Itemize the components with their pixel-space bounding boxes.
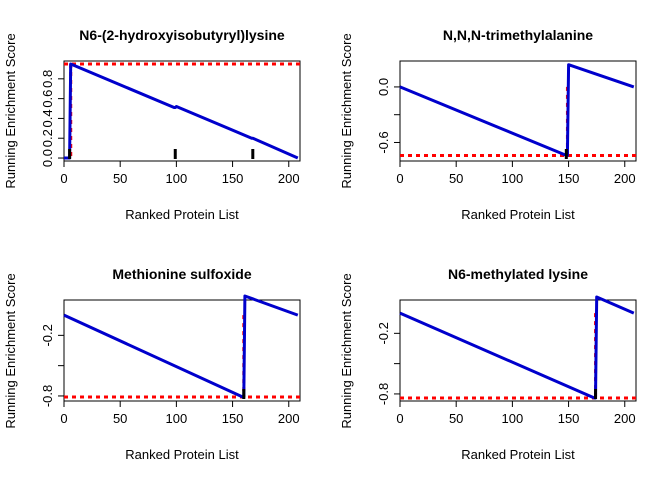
x-tick-label: 150 [558, 411, 580, 426]
chart-title: N6-methylated lysine [448, 266, 588, 282]
plot-frame [63, 60, 301, 162]
y-tick-label: -0.8 [376, 383, 391, 405]
x-tick-label: 100 [502, 411, 524, 426]
chart-title: Methionine sulfoxide [112, 266, 251, 282]
y-tick-label: -0.6 [376, 131, 391, 153]
x-tick-label: 200 [278, 171, 300, 186]
y-tick-label: 0.8 [40, 70, 55, 88]
x-tick-label: 200 [278, 411, 300, 426]
y-axis-label: Running Enrichment Score [3, 33, 18, 188]
y-tick-label: 0.0 [40, 149, 55, 167]
x-tick-label: 150 [222, 411, 244, 426]
y-tick-label: 0.4 [40, 109, 55, 127]
running-score-line [63, 294, 299, 399]
x-tick-label: 100 [166, 171, 188, 186]
x-axis-label: Ranked Protein List [125, 207, 239, 222]
x-tick-label: 50 [113, 171, 127, 186]
x-tick-label: 50 [113, 411, 127, 426]
panel-methionine-sulfoxide: Methionine sulfoxide Ranked Protein List… [3, 266, 301, 462]
running-score-line [63, 62, 299, 160]
x-tick-label: 0 [396, 171, 403, 186]
x-tick-label: 50 [449, 171, 463, 186]
x-tick-label: 200 [614, 171, 636, 186]
y-tick-label: -0.2 [40, 324, 55, 346]
x-tick-label: 150 [558, 171, 580, 186]
panel-methylated-lysine: N6-methylated lysine Ranked Protein List… [339, 266, 637, 462]
x-tick-label: 0 [60, 171, 67, 186]
plot-frame [399, 299, 637, 402]
y-tick-label: 0.0 [376, 78, 391, 96]
running-score-line [399, 295, 635, 400]
chart-title: N6-(2-hydroxyisobutyryl)lysine [79, 27, 285, 43]
y-axis-label: Running Enrichment Score [3, 273, 18, 428]
x-axis-label: Ranked Protein List [461, 207, 575, 222]
panel-trimethylalanine: N,N,N-trimethylalanine Ranked Protein Li… [339, 27, 637, 222]
x-tick-label: 150 [222, 171, 244, 186]
y-tick-label: 0.6 [40, 90, 55, 108]
y-tick-label: -0.8 [40, 385, 55, 407]
y-tick-label: 0.2 [40, 129, 55, 147]
x-tick-label: 0 [396, 411, 403, 426]
x-axis-label: Ranked Protein List [461, 447, 575, 462]
panel-hydroxyisobutyryl-lysine: N6-(2-hydroxyisobutyryl)lysine Ranked Pr… [3, 27, 301, 222]
x-tick-label: 50 [449, 411, 463, 426]
x-tick-label: 100 [502, 171, 524, 186]
plot-frame [399, 60, 637, 162]
y-tick-label: -0.2 [376, 322, 391, 344]
x-tick-label: 100 [166, 411, 188, 426]
running-score-line [399, 63, 635, 157]
y-axis-label: Running Enrichment Score [339, 273, 354, 428]
y-axis-label: Running Enrichment Score [339, 33, 354, 188]
chart-title: N,N,N-trimethylalanine [443, 27, 593, 43]
x-tick-label: 0 [60, 411, 67, 426]
x-tick-label: 200 [614, 411, 636, 426]
plot-frame [63, 299, 301, 402]
x-axis-label: Ranked Protein List [125, 447, 239, 462]
